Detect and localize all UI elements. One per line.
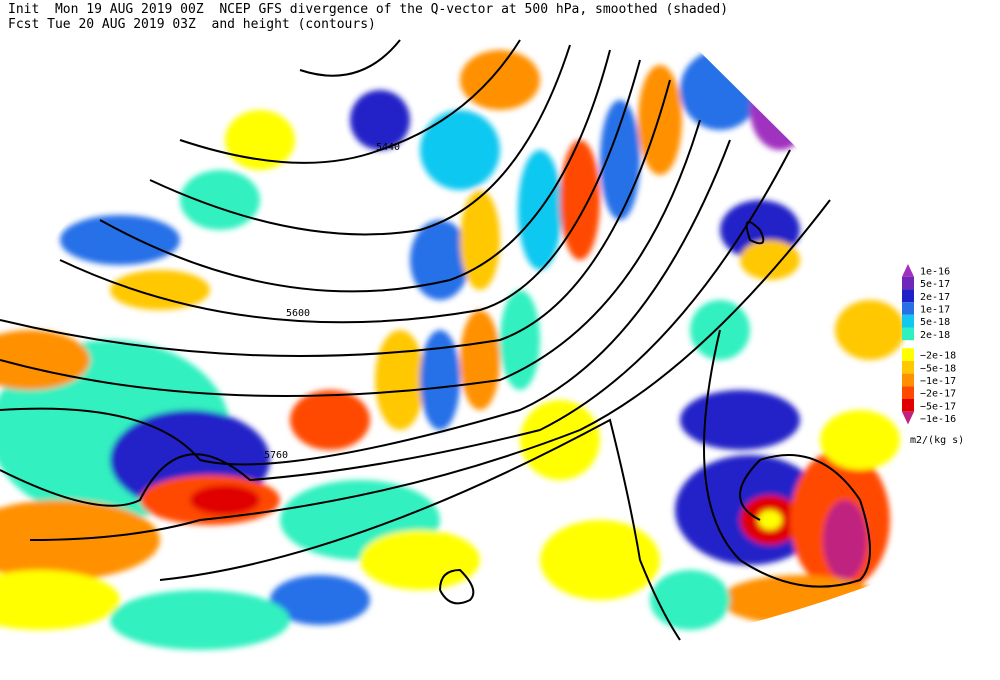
colorbar-units: m2/(kg s) — [910, 435, 964, 446]
colorbar-cap — [902, 264, 914, 277]
colorbar-label: −2e-18 — [920, 351, 956, 362]
colorbar-swatch — [902, 399, 914, 412]
colorbar-label: 5e-17 — [920, 279, 950, 290]
contour-label: 5600 — [286, 308, 310, 319]
height-contours — [0, 39, 871, 641]
colorbar-swatch — [902, 276, 914, 290]
colorbar-cap — [902, 411, 914, 425]
colorbar-swatch — [902, 373, 914, 387]
colorbar-swatch — [902, 348, 914, 361]
header-line: Init Mon 19 AUG 2019 00Z NCEP GFS diverg… — [8, 2, 728, 17]
colorbar-swatch — [902, 314, 914, 328]
colorbar-swatch — [902, 360, 914, 374]
colorbar-label: −5e-17 — [920, 401, 956, 412]
colorbar-label: 1e-17 — [920, 304, 950, 315]
colorbar-label: 2e-18 — [920, 330, 950, 341]
contour-label: 5440 — [376, 142, 400, 153]
colorbar-swatch — [902, 289, 914, 303]
colorbar: 1e-165e-172e-171e-175e-182e-18−2e-18−5e-… — [902, 264, 956, 425]
colorbar-swatch — [902, 386, 914, 399]
colorbar-label: −2e-17 — [920, 389, 956, 400]
header-line: Fcst Tue 20 AUG 2019 03Z and height (con… — [8, 17, 376, 32]
contour-label: 5760 — [264, 450, 288, 461]
colorbar-label: −5e-18 — [920, 363, 956, 374]
colorbar-swatch — [902, 327, 914, 341]
shaded-field — [0, 50, 905, 650]
colorbar-label: 5e-18 — [920, 317, 950, 328]
colorbar-swatch — [902, 302, 914, 315]
colorbar-label: −1e-16 — [920, 414, 956, 425]
colorbar-label: 1e-16 — [920, 266, 950, 277]
colorbar-label: 2e-17 — [920, 292, 950, 303]
colorbar-label: −1e-17 — [920, 376, 956, 387]
